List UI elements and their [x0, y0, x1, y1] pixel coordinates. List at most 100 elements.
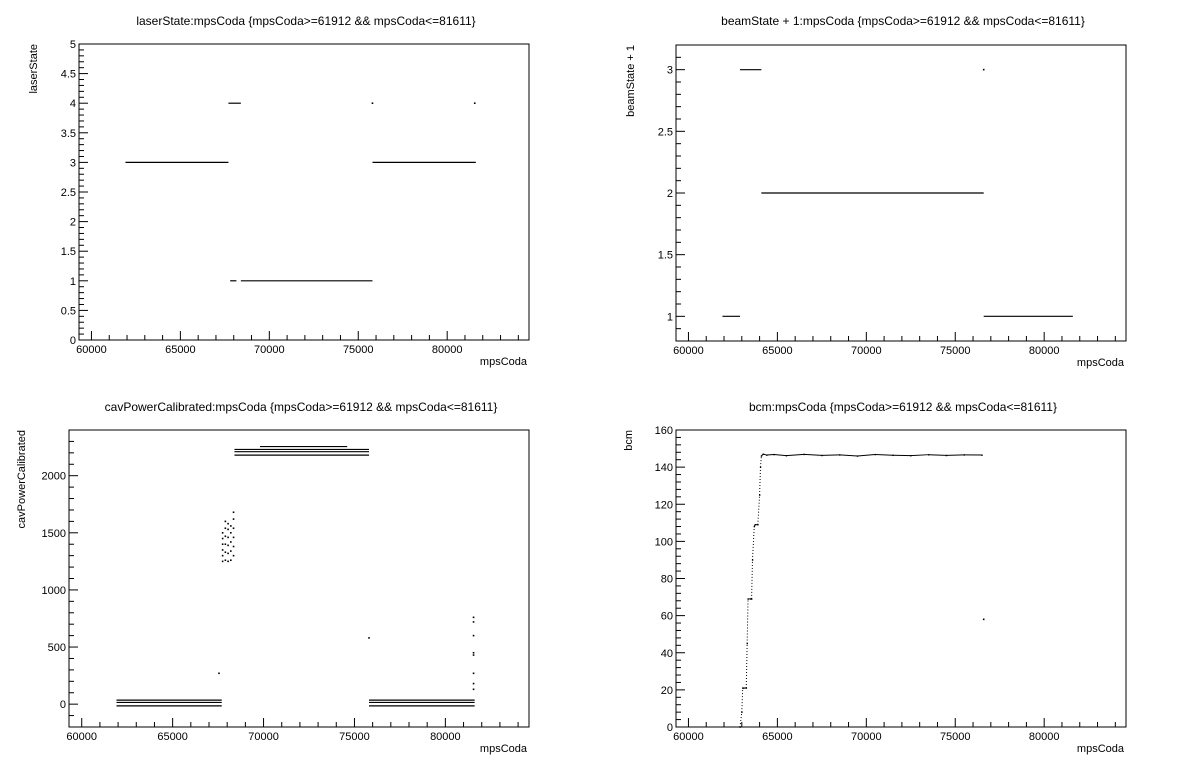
- data-point: [232, 518, 235, 520]
- x-tick-label: 60000: [76, 344, 107, 356]
- data-point: [221, 554, 224, 557]
- chart-panel-2: beamState + 1:mpsCoda {mpsCoda>=61912 &&…: [625, 14, 1127, 369]
- series-line: [741, 688, 744, 713]
- x-tick-label: 65000: [157, 731, 188, 743]
- data-point: [472, 651, 475, 654]
- y-tick-label: 100: [655, 536, 673, 548]
- data-point: [224, 551, 227, 554]
- chart-title: laserState:mpsCoda {mpsCoda>=61912 && mp…: [136, 14, 475, 28]
- y-tick-label: 3: [70, 157, 76, 169]
- series-line: [763, 453, 767, 456]
- data-point: [221, 532, 224, 534]
- data-point: [230, 532, 232, 534]
- data-point: [232, 511, 235, 514]
- data-point: [227, 536, 229, 539]
- data-point: [981, 454, 983, 456]
- data-point: [224, 527, 227, 530]
- data-point: [371, 102, 374, 104]
- data-point: [758, 494, 761, 496]
- y-tick-label: 1.5: [61, 246, 76, 258]
- data-point: [472, 654, 475, 656]
- y-tick-label: 1500: [42, 528, 66, 540]
- data-point: [741, 711, 743, 713]
- data-point: [221, 560, 224, 563]
- y-tick-label: 2: [70, 217, 76, 229]
- data-point: [746, 642, 748, 645]
- y-tick-label: 4.5: [61, 69, 76, 81]
- x-tick-label: 70000: [851, 345, 882, 357]
- y-tick-label: 160: [655, 425, 673, 437]
- series-line: [773, 454, 787, 457]
- x-tick-label: 65000: [762, 731, 793, 743]
- data-point: [221, 543, 224, 546]
- y-axis-label: cavPowerCalibrated: [16, 430, 28, 528]
- data-point: [224, 535, 227, 538]
- series-line: [766, 454, 774, 456]
- y-tick-label: 2000: [42, 471, 66, 483]
- data-point: [760, 455, 763, 457]
- y-tick-label: 5: [70, 39, 76, 51]
- series-line: [804, 453, 822, 456]
- plot-frame: [68, 429, 530, 728]
- x-tick-label: 60000: [673, 731, 704, 743]
- y-tick-label: 1000: [42, 585, 66, 597]
- x-tick-label: 65000: [762, 345, 793, 357]
- data-point: [757, 524, 759, 526]
- series-line: [946, 454, 965, 456]
- series-line: [857, 454, 876, 457]
- data-point: [221, 537, 224, 540]
- data-point: [230, 525, 232, 527]
- x-tick-label: 75000: [339, 731, 370, 743]
- series-line: [761, 453, 764, 457]
- x-tick-label: 60000: [673, 345, 704, 357]
- x-tick-label: 80000: [1029, 731, 1060, 743]
- data-point: [368, 637, 370, 639]
- data-point: [227, 544, 229, 547]
- data-point: [472, 621, 475, 623]
- y-tick-label: 1: [667, 311, 673, 323]
- y-tick-label: 60: [661, 611, 673, 623]
- data-point: [472, 688, 475, 691]
- series-line: [753, 524, 756, 527]
- series-line: [821, 454, 840, 456]
- plot-frame: [675, 429, 1127, 728]
- y-tick-label: 3: [667, 65, 673, 77]
- data-point: [224, 520, 227, 523]
- y-tick-label: 2.5: [658, 126, 673, 138]
- x-tick-label: 75000: [940, 345, 971, 357]
- data-point: [227, 528, 229, 531]
- data-point: [982, 68, 985, 71]
- data-point: [739, 726, 741, 728]
- data-point: [230, 541, 232, 543]
- chart-panel-3: cavPowerCalibrated:mpsCoda {mpsCoda>=619…: [16, 400, 530, 755]
- series-line: [786, 453, 805, 457]
- data-point: [230, 550, 232, 552]
- y-tick-label: 1.5: [658, 250, 673, 262]
- y-tick-label: 2.5: [61, 187, 76, 199]
- series-line: [910, 454, 929, 457]
- y-tick-label: 20: [661, 685, 673, 697]
- x-tick-label: 70000: [851, 731, 882, 743]
- series-line: [875, 454, 894, 456]
- y-axis-label: bcm: [623, 430, 635, 451]
- x-tick-label: 80000: [432, 344, 463, 356]
- y-tick-label: 0.5: [61, 305, 76, 317]
- y-tick-label: 2: [667, 188, 673, 200]
- x-axis-label: mpsCoda: [480, 356, 528, 368]
- y-tick-label: 0: [667, 722, 673, 734]
- chart-title: beamState + 1:mpsCoda {mpsCoda>=61912 &&…: [721, 14, 1085, 28]
- x-tick-label: 60000: [66, 731, 97, 743]
- y-tick-label: 80: [661, 574, 673, 586]
- y-tick-label: 40: [661, 648, 673, 660]
- data-point: [232, 527, 235, 530]
- data-point: [227, 560, 229, 563]
- data-point: [751, 559, 754, 561]
- data-point: [472, 634, 475, 637]
- y-tick-label: 3.5: [61, 128, 76, 140]
- series-line: [746, 598, 749, 644]
- y-tick-label: 500: [48, 642, 66, 654]
- x-axis-label: mpsCoda: [1077, 357, 1125, 369]
- chart-title: cavPowerCalibrated:mpsCoda {mpsCoda>=619…: [105, 400, 498, 414]
- data-point: [472, 616, 475, 619]
